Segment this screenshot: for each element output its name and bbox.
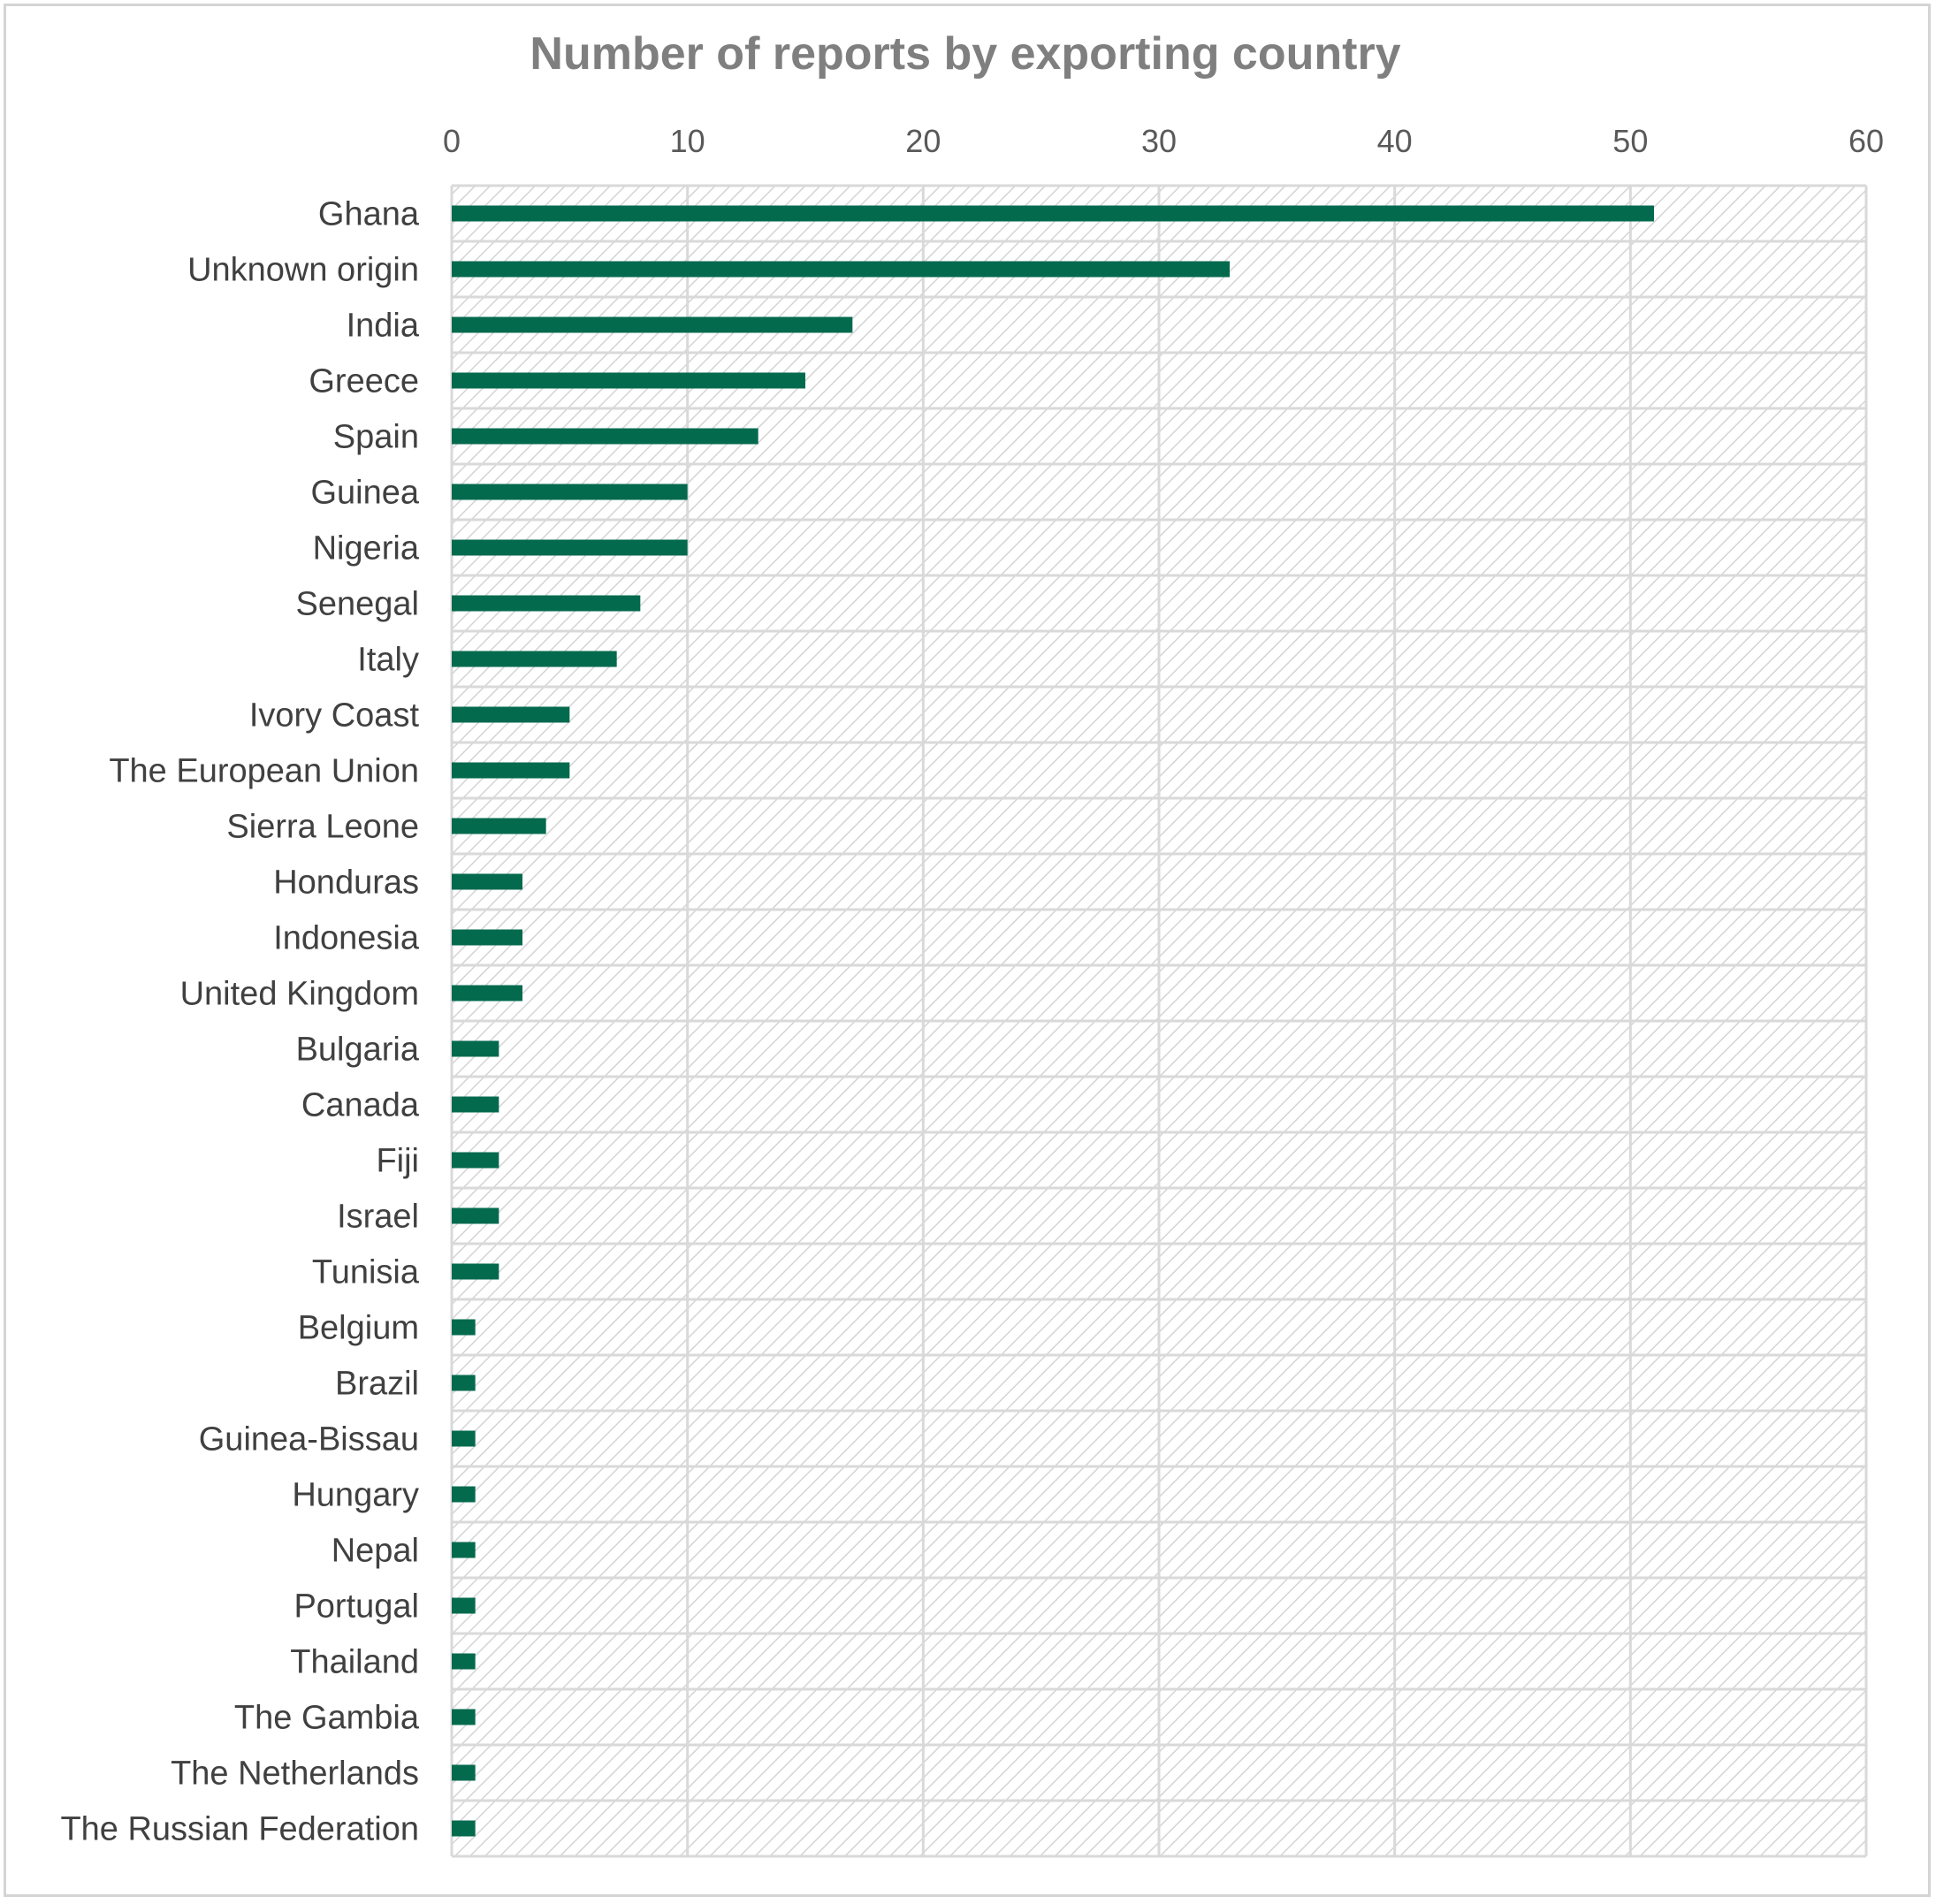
bar: [452, 1207, 499, 1224]
bar: [452, 316, 853, 333]
category-label: Italy: [357, 642, 419, 679]
category-label: Indonesia: [273, 920, 420, 957]
category-label: Nepal: [332, 1533, 419, 1570]
category-label: Guinea-Bissau: [199, 1421, 419, 1458]
category-label: Bulgaria: [296, 1032, 420, 1069]
category-label: The Russian Federation: [60, 1811, 419, 1848]
category-label: Unknown origin: [187, 252, 419, 289]
bar: [452, 1653, 476, 1670]
category-label: Greece: [309, 363, 419, 400]
bar: [452, 205, 1654, 222]
x-tick-label: 60: [1848, 123, 1884, 159]
category-label: Ghana: [318, 196, 420, 233]
chart-title: Number of reports by exporting country: [530, 28, 1400, 80]
y-axis-categories: Ghana Unknown origin India Greece Spain Guine…: [60, 196, 419, 1848]
bar: [452, 595, 641, 612]
bar: [452, 1597, 476, 1614]
category-label: The Gambia: [234, 1700, 420, 1737]
bar: [452, 1263, 499, 1280]
bar: [452, 929, 522, 946]
category-label: Canada: [301, 1087, 420, 1124]
category-label: Fiji: [376, 1143, 419, 1180]
bars: [452, 205, 1654, 1837]
category-label: Portugal: [293, 1588, 419, 1626]
grid-lines: [450, 184, 1868, 1858]
category-label: Spain: [333, 419, 419, 456]
bar: [452, 706, 570, 723]
bar: [452, 1820, 476, 1837]
category-label: Guinea: [310, 475, 419, 512]
bar: [452, 1040, 499, 1057]
category-label: Senegal: [296, 586, 419, 623]
bar: [452, 762, 570, 779]
category-label: Honduras: [273, 864, 419, 902]
category-label: Brazil: [335, 1366, 419, 1403]
category-label: Hungary: [292, 1477, 419, 1514]
category-label: The Netherlands: [171, 1755, 419, 1793]
category-label: Belgium: [298, 1310, 419, 1347]
bar: [452, 1096, 499, 1113]
category-label: India: [347, 308, 420, 345]
bar: [452, 261, 1230, 278]
x-tick-label: 20: [905, 123, 941, 159]
bar: [452, 985, 522, 1002]
category-label: Ivory Coast: [249, 697, 420, 735]
x-axis-ticks: 0 10 20 30 40 50 60: [443, 123, 1884, 159]
bar: [452, 1764, 476, 1781]
bar: [452, 428, 758, 445]
x-tick-label: 40: [1377, 123, 1413, 159]
category-label: Thailand: [290, 1644, 419, 1681]
bar: [452, 651, 617, 667]
category-label: The European Union: [109, 753, 419, 790]
bar: [452, 1319, 476, 1336]
bar: [452, 873, 522, 890]
category-label: Nigeria: [313, 530, 420, 567]
bar: [452, 1486, 476, 1503]
bar: [452, 1542, 476, 1558]
category-label: United Kingdom: [180, 976, 419, 1013]
bar: [452, 1709, 476, 1725]
category-label: Tunisia: [312, 1254, 420, 1291]
category-label: Sierra Leone: [226, 809, 419, 846]
bar: [452, 1430, 476, 1447]
category-label: Israel: [337, 1199, 419, 1236]
x-tick-label: 10: [670, 123, 705, 159]
bar: [452, 539, 688, 556]
bar: [452, 818, 546, 834]
x-tick-label: 50: [1612, 123, 1648, 159]
x-tick-label: 0: [443, 123, 461, 159]
x-tick-label: 30: [1141, 123, 1177, 159]
bar: [452, 484, 688, 500]
bar: [452, 1152, 499, 1169]
bar: [452, 372, 805, 389]
bar: [452, 1375, 476, 1391]
